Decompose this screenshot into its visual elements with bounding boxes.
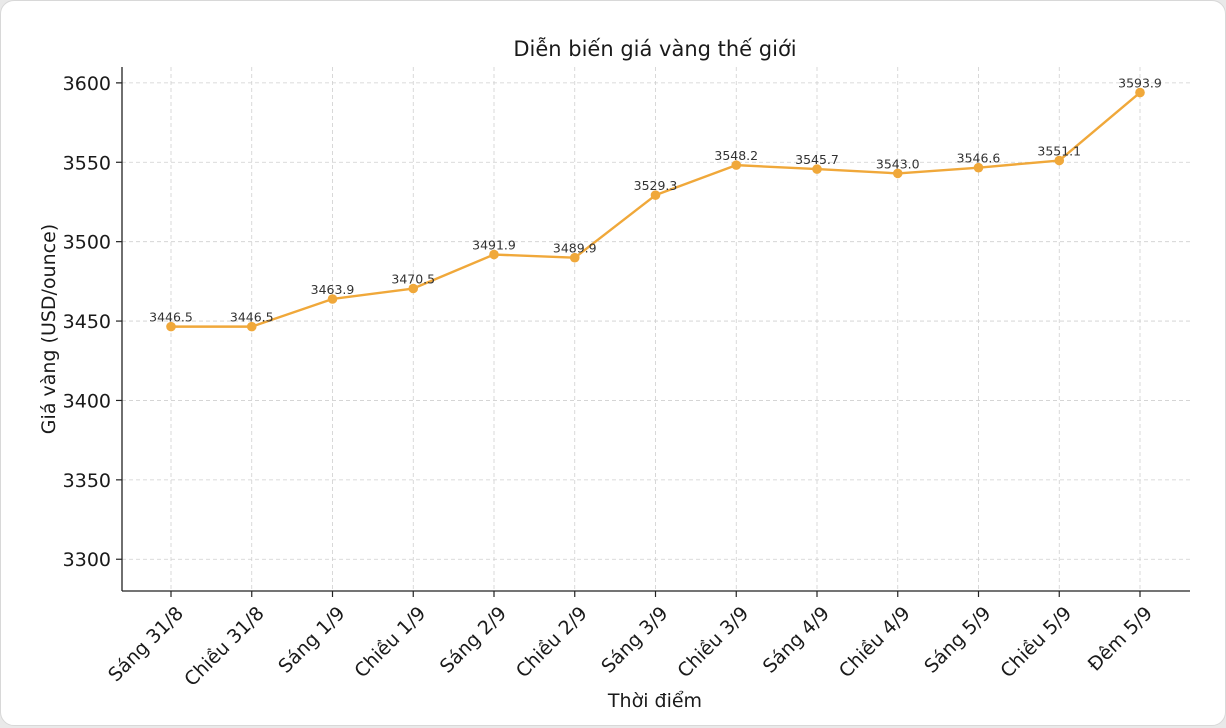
series-gold-price xyxy=(166,87,1145,332)
y-axis-label: Giá vàng (USD/ounce) xyxy=(38,224,60,434)
x-tick-label: Chiều 4/9 xyxy=(835,602,915,682)
data-point xyxy=(569,252,580,263)
data-label: 3470.5 xyxy=(391,272,435,287)
x-tick-label: Đêm 5/9 xyxy=(1084,602,1157,675)
data-point xyxy=(1135,87,1145,98)
data-label: 3545.7 xyxy=(795,152,839,167)
x-tick-label: Chiều 5/9 xyxy=(996,602,1076,682)
x-tick-label: Chiều 2/9 xyxy=(512,602,592,682)
y-tick-label: 3400 xyxy=(63,390,111,412)
y-tick-label: 3450 xyxy=(63,311,111,333)
data-label: 3491.9 xyxy=(472,238,516,253)
data-point xyxy=(166,321,176,332)
data-point xyxy=(246,321,257,332)
data-point xyxy=(731,160,742,170)
data-point xyxy=(327,294,338,304)
y-tick-label: 3500 xyxy=(63,232,111,254)
data-point xyxy=(892,168,903,179)
y-tick-label: 3300 xyxy=(63,549,111,571)
data-label: 3543.0 xyxy=(876,156,920,171)
data-label: 3593.9 xyxy=(1118,76,1162,91)
x-axis-label: Thời điểm xyxy=(607,690,702,712)
chart-title: Diễn biến giá vàng thế giới xyxy=(513,36,796,61)
data-label: 3463.9 xyxy=(311,282,355,297)
x-tick-label: Chiều 3/9 xyxy=(673,602,753,682)
data-point xyxy=(1054,155,1065,166)
x-tick-label: Sáng 2/9 xyxy=(436,602,511,677)
data-point xyxy=(650,190,661,200)
y-tick-label: 3600 xyxy=(63,73,111,95)
data-point xyxy=(973,162,984,173)
x-tick-label: Chiều 1/9 xyxy=(350,602,430,682)
data-label: 3551.1 xyxy=(1037,144,1081,159)
grid-lines xyxy=(122,67,1190,591)
axes xyxy=(116,67,1190,597)
x-tick-label: Sáng 5/9 xyxy=(920,602,995,677)
data-labels: 3446.5 3446.5 3463.9 3470.5 3491.9 3489.9 3529… xyxy=(149,76,1162,325)
data-label: 3489.9 xyxy=(553,241,597,256)
x-tick-label: Sáng 1/9 xyxy=(274,602,349,677)
data-point xyxy=(408,283,419,294)
x-tick-label: Sáng 3/9 xyxy=(597,602,672,677)
data-label: 3446.5 xyxy=(230,310,274,325)
x-tick-label: Chiều 31/8 xyxy=(180,602,268,690)
data-point xyxy=(489,249,499,260)
data-label: 3548.2 xyxy=(714,148,758,163)
y-tick-label: 3550 xyxy=(63,152,111,174)
x-tick-label: Sáng 4/9 xyxy=(759,602,834,677)
y-tick-labels: 3300 3350 3400 3450 3500 3550 3600 xyxy=(63,73,111,571)
data-label: 3446.5 xyxy=(149,310,193,325)
data-point xyxy=(812,164,822,174)
x-tick-label: Sáng 31/8 xyxy=(104,602,188,686)
y-tick-label: 3350 xyxy=(63,470,111,492)
data-label: 3529.3 xyxy=(634,178,678,193)
data-label: 3546.6 xyxy=(957,151,1001,166)
